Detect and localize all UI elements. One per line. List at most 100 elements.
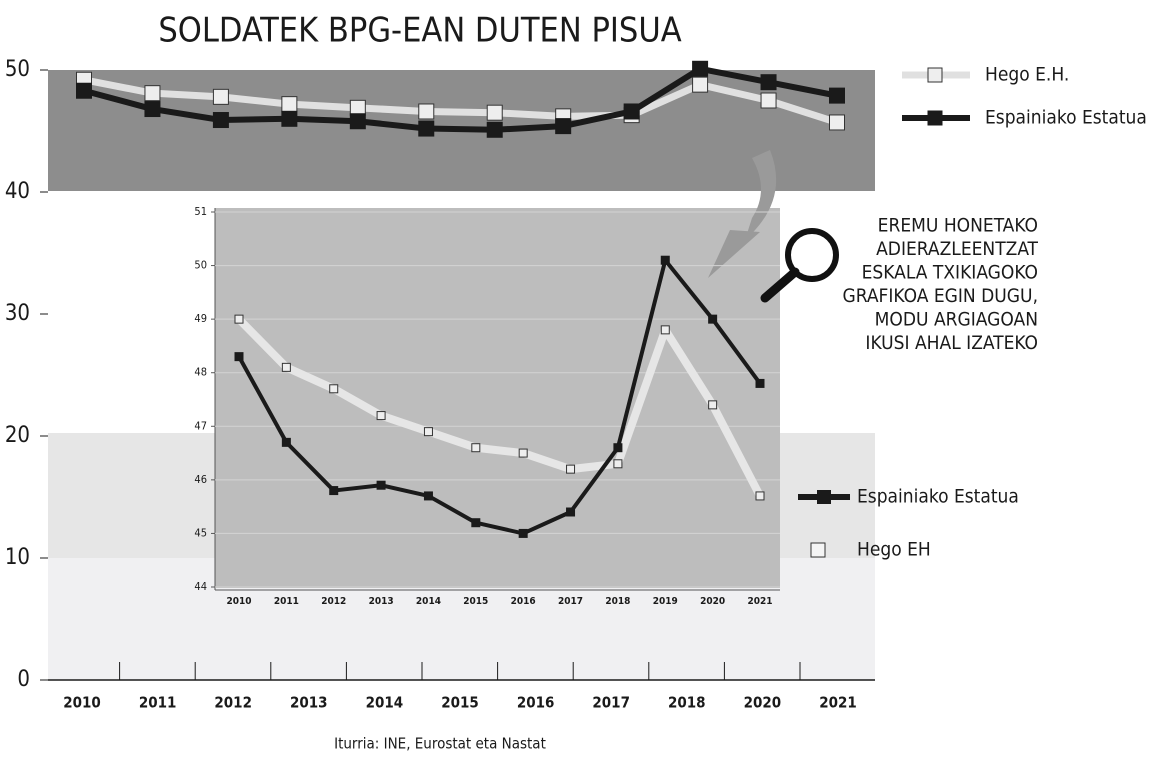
marker [349,99,366,116]
marker [555,118,572,135]
marker [486,104,503,121]
y-tick-label: 44 [194,580,207,593]
y-tick-label: 47 [194,419,207,432]
marker [212,112,229,129]
legend-marker [927,110,943,126]
y-tick-label: 46 [194,473,207,486]
marker [418,103,435,120]
marker [423,427,433,437]
marker [708,314,718,324]
marker [829,114,845,131]
marker [144,85,161,102]
x-tick-label: 2018 [668,694,706,712]
marker [760,92,777,109]
annotation: MODU ARGIAGOAN [875,309,1038,331]
marker [760,74,777,91]
marker [234,314,244,324]
y-tick-label: 51 [194,205,207,218]
y-tick-label: 45 [194,526,207,539]
series-line [237,258,762,536]
magnifier-handle [760,267,800,303]
inset-frame [214,208,780,591]
legend-label: Espainiako Estatua [985,107,1147,129]
x-tick-label: 2013 [290,694,328,712]
marker [518,448,528,458]
marker [212,88,229,105]
marker [329,384,339,394]
marker [349,113,366,130]
marker [755,378,765,388]
x-tick-label: 2012 [214,694,252,712]
x-tick-label: 2018 [605,596,630,607]
marker [329,486,339,496]
y-tick-label: 0 [17,667,30,692]
marker [518,528,528,538]
x-tick-label: 2011 [139,694,177,712]
x-tick-label: 2016 [511,596,536,607]
marker [376,480,386,490]
marker [692,60,709,77]
x-tick-label: 2012 [321,596,346,607]
y-tick-label: 49 [194,312,207,325]
y-tick-label: 50 [194,259,207,272]
x-tick-label: 2014 [366,694,404,712]
x-tick-label: 2017 [592,694,630,712]
x-tick-label: 2021 [819,694,857,712]
legend-marker [927,67,943,83]
marker [281,437,291,447]
x-tick-label: 2020 [700,596,725,607]
marker [692,76,709,93]
annotation: ADIERAZLEENTZAT [876,238,1038,260]
source: Iturria: INE, Eurostat eta Nastat [334,735,546,753]
magnifier-lens [785,228,839,282]
chart-title: SOLDATEK BPG-EAN DUTEN PISUA [158,11,681,51]
marker [376,411,386,421]
y-tick-label: 20 [5,423,30,448]
series-line [236,316,764,498]
x-tick-label: 2021 [747,596,772,607]
marker [281,362,291,372]
x-tick-label: 2010 [226,596,251,607]
y-tick-label: 40 [5,179,30,204]
x-tick-label: 2020 [744,694,782,712]
annotation: EREMU HONETAKO [878,215,1038,237]
marker [144,101,161,118]
y-tick-label: 30 [5,301,30,326]
annotation: ESKALA TXIKIAGOKO [862,262,1038,284]
y-tick-label: 10 [5,545,30,570]
y-tick-label: 50 [5,57,30,82]
marker [566,464,576,474]
series-line [83,65,838,133]
legend-label: Hego EH [857,539,931,561]
legend-marker [810,542,826,558]
x-tick-label: 2011 [274,596,299,607]
marker [281,110,298,127]
x-tick-label: 2015 [463,596,488,607]
marker [708,400,718,410]
marker [471,443,481,453]
marker [281,96,298,113]
marker [566,507,576,517]
marker [623,103,640,120]
marker [234,352,244,362]
marker [755,491,765,501]
annotation: GRAFIKOA EGIN DUGU, [843,285,1038,307]
y-tick-label: 48 [194,366,207,379]
x-tick-label: 2014 [416,596,441,607]
x-tick-label: 2015 [441,694,479,712]
marker [613,443,623,453]
marker [660,325,670,335]
marker [423,491,433,501]
marker [486,121,503,138]
annotation: IKUSI AHAL IZATEKO [865,332,1038,354]
marker [76,82,92,99]
legend-marker [817,490,831,504]
x-tick-label: 2010 [63,694,101,712]
marker [613,459,623,469]
x-tick-label: 2013 [369,596,394,607]
legend-label: Hego E.H. [985,64,1069,86]
legend-label: Espainiako Estatua [857,486,1019,508]
inset-background [215,208,780,588]
marker [418,120,435,137]
